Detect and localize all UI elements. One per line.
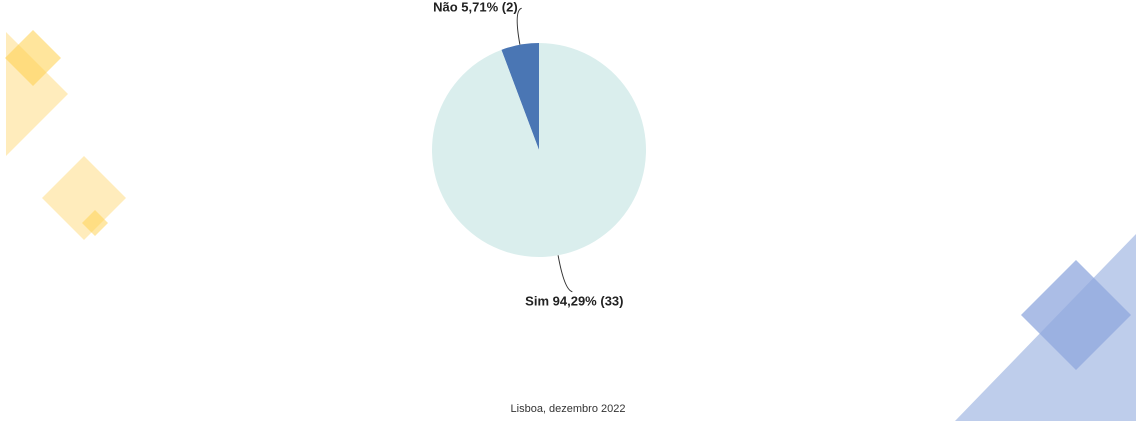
category-label: Não bbox=[433, 0, 458, 14]
category-label: Sim bbox=[525, 294, 549, 309]
pie-slice bbox=[501, 43, 539, 150]
value-label: 5,71% bbox=[461, 0, 498, 14]
value-label: 94,29% bbox=[553, 294, 598, 309]
count-label: (33) bbox=[600, 294, 623, 309]
slice-label: Sim 94,29% (33) bbox=[525, 294, 623, 309]
decoration bbox=[5, 30, 1136, 421]
pie-slice bbox=[432, 43, 646, 257]
leader-line bbox=[557, 255, 573, 293]
leader-line bbox=[516, 7, 522, 45]
count-label: (2) bbox=[502, 0, 518, 14]
footer: Lisboa, dezembro 2022 bbox=[511, 403, 626, 415]
slice-label: Não 5,71% (2) bbox=[433, 0, 518, 14]
